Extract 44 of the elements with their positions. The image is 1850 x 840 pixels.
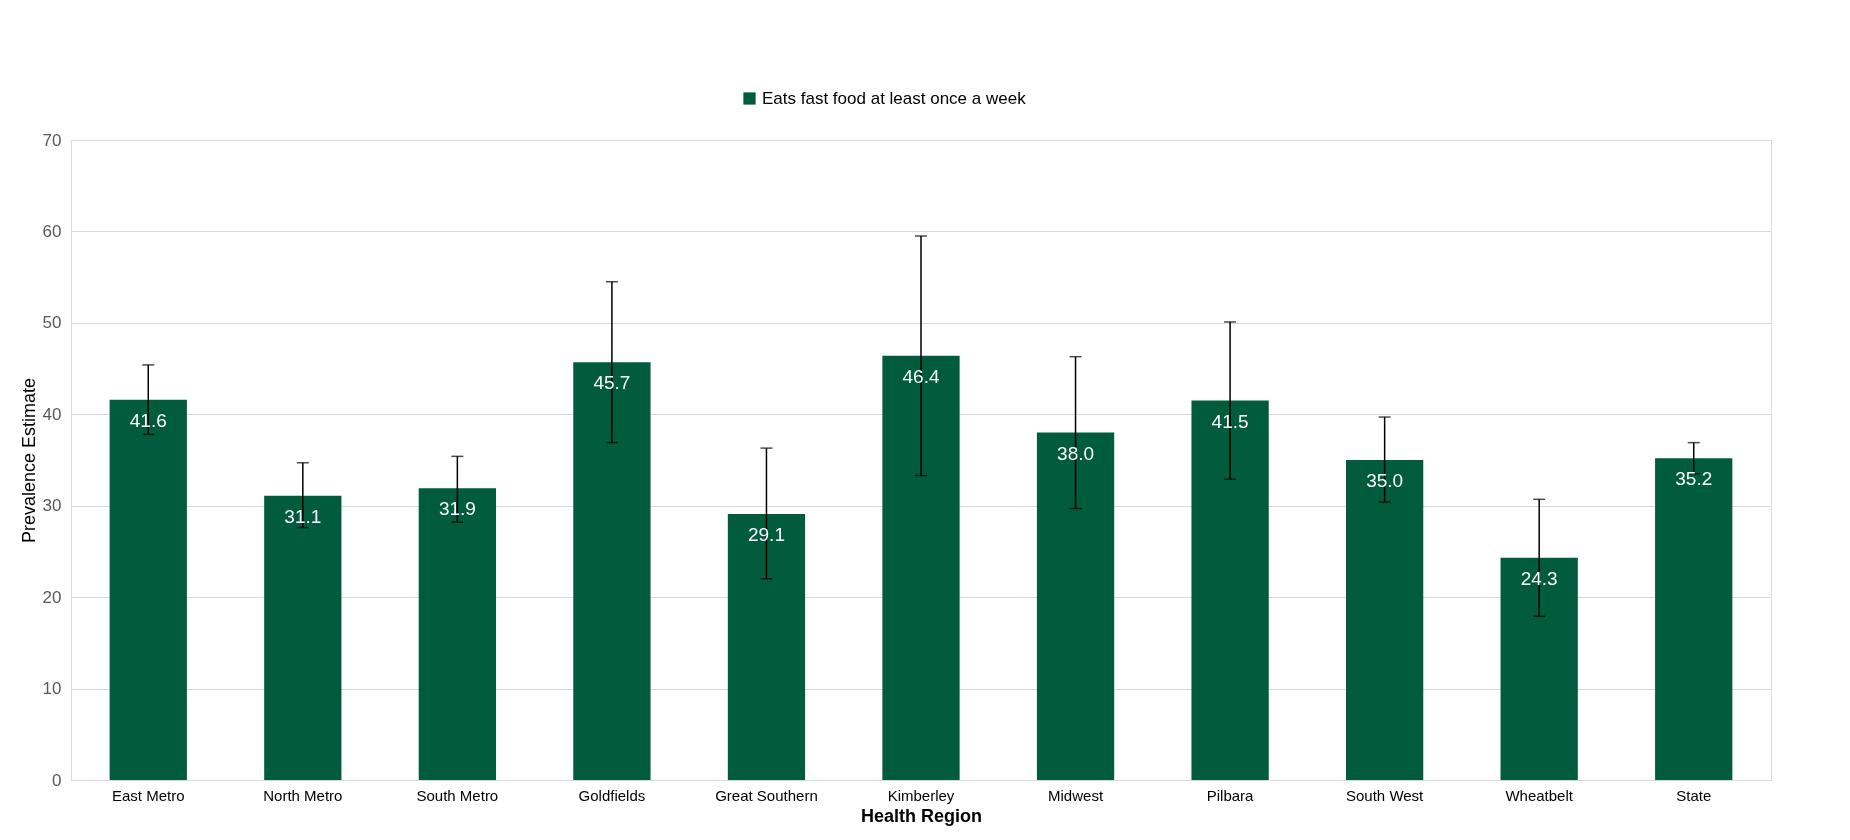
y-tick-label: 30	[42, 496, 62, 516]
bar	[1036, 432, 1115, 780]
x-tick-label: South West	[1346, 786, 1425, 804]
bar	[727, 513, 806, 780]
x-axis-title: Health Region	[860, 805, 983, 826]
text: 46.4	[902, 365, 940, 387]
bar	[1346, 460, 1424, 780]
x-tick-label: Great Southern	[715, 786, 818, 804]
bar	[1655, 458, 1733, 780]
y-tick-label: 60	[42, 221, 62, 241]
text: 31.9	[438, 498, 476, 520]
text: 24.3	[1520, 567, 1558, 589]
x-tick-label: North Metro	[263, 786, 343, 804]
text: 35.0	[1366, 470, 1404, 491]
text: 45.7	[593, 372, 631, 394]
bar	[573, 362, 651, 780]
y-tick-label: 0	[52, 770, 62, 790]
x-tick-label: Wheatbelt	[1505, 786, 1574, 804]
bar	[882, 355, 960, 780]
text: 41.5	[1211, 410, 1249, 432]
x-tick-label: Goldfields	[578, 786, 646, 804]
text: 41.6	[129, 409, 167, 431]
bar	[1191, 400, 1269, 780]
x-tick-label: East Metro	[112, 786, 185, 804]
x-tick-label: State	[1676, 786, 1712, 804]
bar	[1500, 557, 1578, 780]
text: 29.1	[747, 523, 785, 545]
x-tick-label: Kimberley	[887, 786, 955, 804]
text: 38.0	[1057, 442, 1095, 464]
y-tick-label: 10	[42, 679, 62, 699]
bar	[264, 495, 342, 780]
y-axis-title: Prevalence Estimate	[18, 377, 39, 544]
bar	[418, 488, 496, 780]
x-tick-label: Pilbara	[1206, 786, 1255, 804]
text: 31.1	[284, 505, 322, 527]
text: 35.2	[1675, 468, 1713, 490]
x-tick-label: South Metro	[416, 786, 499, 804]
legend-label: Eats fast food at least once a week	[762, 88, 1027, 108]
y-tick-label: 50	[42, 313, 62, 333]
y-tick-label: 40	[42, 404, 62, 424]
y-tick-label: 20	[42, 587, 62, 607]
y-tick-label: 70	[42, 130, 62, 150]
x-tick-label: Midwest	[1048, 786, 1104, 804]
bar	[109, 399, 187, 780]
